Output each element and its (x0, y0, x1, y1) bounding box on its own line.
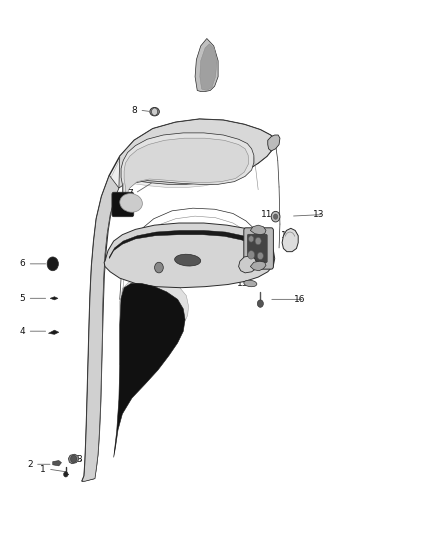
Text: 16: 16 (294, 295, 305, 304)
Ellipse shape (120, 193, 142, 212)
Circle shape (271, 212, 280, 222)
Text: 14: 14 (246, 260, 258, 268)
Circle shape (248, 251, 254, 259)
Polygon shape (68, 454, 79, 464)
FancyBboxPatch shape (244, 228, 273, 269)
Text: 4: 4 (19, 327, 25, 336)
Text: 1: 1 (40, 465, 46, 473)
Circle shape (152, 108, 158, 115)
Circle shape (257, 300, 263, 308)
Polygon shape (282, 228, 298, 252)
Ellipse shape (175, 254, 201, 266)
Polygon shape (110, 230, 269, 259)
Circle shape (257, 252, 263, 260)
Polygon shape (48, 330, 59, 334)
Polygon shape (82, 119, 275, 481)
FancyBboxPatch shape (112, 192, 134, 216)
Polygon shape (114, 284, 185, 457)
Circle shape (47, 257, 58, 271)
Circle shape (249, 236, 254, 242)
Circle shape (71, 455, 77, 463)
Text: 6: 6 (19, 260, 25, 268)
Text: 12: 12 (281, 231, 292, 240)
Text: 7: 7 (127, 189, 133, 198)
Polygon shape (124, 138, 249, 198)
Text: 2: 2 (27, 460, 32, 469)
Text: 5: 5 (19, 294, 25, 303)
Polygon shape (268, 135, 280, 151)
Text: 8: 8 (131, 106, 137, 115)
Ellipse shape (244, 280, 257, 287)
Circle shape (155, 262, 163, 273)
Circle shape (255, 237, 261, 245)
Polygon shape (104, 223, 275, 288)
Circle shape (273, 214, 278, 219)
Polygon shape (195, 38, 218, 92)
Polygon shape (121, 133, 254, 204)
Ellipse shape (150, 108, 159, 116)
FancyBboxPatch shape (247, 234, 267, 263)
Polygon shape (50, 297, 58, 300)
Polygon shape (53, 461, 61, 466)
Polygon shape (120, 277, 188, 365)
Circle shape (64, 472, 68, 477)
Text: 10: 10 (241, 228, 253, 237)
Text: 3: 3 (76, 455, 82, 464)
Polygon shape (251, 225, 266, 235)
Text: 9: 9 (197, 62, 202, 70)
Text: 15: 15 (237, 279, 249, 288)
Polygon shape (82, 175, 119, 481)
Polygon shape (239, 256, 257, 273)
Text: 11: 11 (261, 210, 272, 219)
Text: 13: 13 (312, 210, 324, 219)
Polygon shape (88, 121, 272, 479)
Polygon shape (200, 44, 217, 91)
Polygon shape (119, 119, 275, 188)
Polygon shape (251, 261, 266, 271)
